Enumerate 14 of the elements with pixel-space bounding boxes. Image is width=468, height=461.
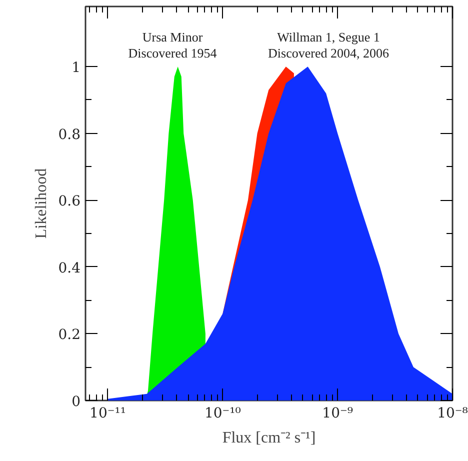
- x-axis-title: Flux [cm⁻² s⁻¹]: [222, 430, 316, 446]
- y-tick-label: 0.6: [58, 194, 81, 210]
- y-tick-label: 1: [72, 60, 81, 76]
- annotation: Ursa Minor Discovered 1954: [128, 30, 218, 60]
- annotation: Willman 1, Segue 1 Discovered 2004, 2006: [268, 30, 390, 60]
- x-tick-label: 10⁻⁸: [437, 406, 468, 422]
- x-tick-label: 10⁻⁹: [322, 406, 354, 422]
- y-axis-title: Likelihood: [33, 168, 50, 239]
- x-tick-label: 10⁻¹⁰: [204, 406, 242, 422]
- y-tick-label: 0.2: [58, 327, 80, 344]
- y-tick-label: 0: [72, 394, 81, 410]
- x-tick-label: 10⁻¹¹: [90, 406, 126, 422]
- y-tick-label: 0.4: [58, 260, 81, 276]
- y-tick-label: 0.8: [58, 126, 80, 143]
